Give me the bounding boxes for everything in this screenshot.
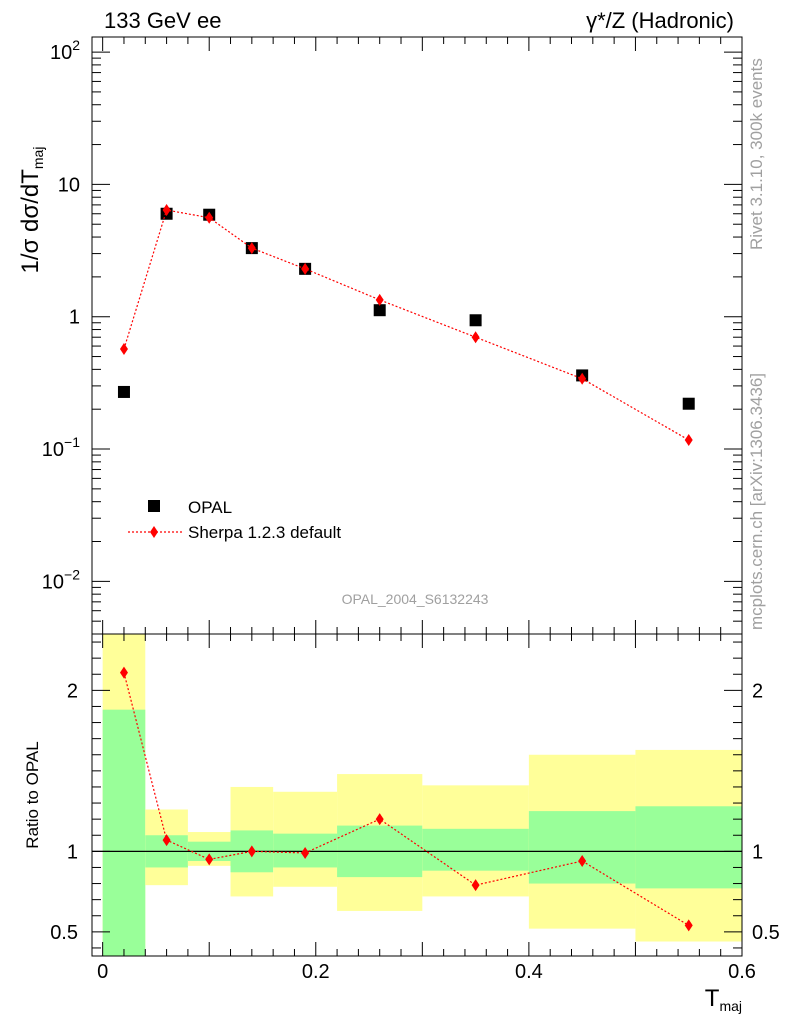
ratio-y-tick-label-right: 1 <box>752 841 763 863</box>
ratio-band-inner <box>102 709 146 956</box>
sherpa-data-point <box>684 434 693 447</box>
ratio-sherpa-point <box>684 919 693 932</box>
ratio-sherpa-point <box>471 879 480 892</box>
main-frame <box>91 36 743 635</box>
ratio-axis-ticks: 0.5 0.5 1 1 2 2 0 0.2 0.4 0.6 <box>50 634 780 983</box>
opal-data-point <box>682 397 695 410</box>
legend-sherpa-label: Sherpa 1.2.3 default <box>188 523 341 542</box>
legend: OPAL Sherpa 1.2.3 default <box>128 498 341 542</box>
sherpa-data-point <box>247 242 256 255</box>
sherpa-data-point <box>162 204 171 217</box>
mcplots-label: mcplots.cern.ch [arXiv:1306.3436] <box>747 373 766 630</box>
ratio-y-tick-label-right: 0.5 <box>752 922 780 944</box>
sherpa-data-point <box>375 293 384 306</box>
ratio-y-tick-label-left: 2 <box>67 680 78 702</box>
analysis-id-label: OPAL_2004_S6132243 <box>342 591 489 607</box>
x-tick-label: 0.4 <box>515 961 543 983</box>
ratio-sherpa-point <box>578 855 587 868</box>
ratio-band-inner <box>422 828 529 871</box>
ratio-sherpa-point <box>301 846 310 859</box>
sherpa-data-point <box>205 211 214 224</box>
opal-data-point <box>469 314 482 327</box>
ratio-y-axis-label: Ratio to OPAL <box>23 741 42 848</box>
x-tick-label: 0 <box>97 961 108 983</box>
main-marks <box>117 204 695 447</box>
ratio-band-inner <box>635 806 742 889</box>
legend-opal-marker <box>148 500 160 512</box>
sherpa-data-point <box>578 372 587 385</box>
main-y-tick-label: 10 <box>58 174 80 196</box>
main-y-axis-label: 1/σ dσ/dTmaj <box>17 147 46 274</box>
x-tick-label: 0.2 <box>302 961 330 983</box>
ratio-sherpa-point <box>247 845 256 858</box>
header-left: 133 GeV ee <box>104 8 221 33</box>
ratio-y-tick-label-right: 2 <box>752 680 763 702</box>
ratio-panel: 0.5 0.5 1 1 2 2 0 0.2 0.4 0.6 Ratio to OPAL Tmaj <box>23 633 780 1014</box>
legend-sherpa-marker <box>150 526 158 538</box>
x-tick-label: 0.6 <box>728 961 756 983</box>
ratio-y-tick-label-left: 0.5 <box>50 922 78 944</box>
ratio-band-inner <box>528 811 636 884</box>
ratio-sherpa-point <box>375 813 384 826</box>
main-y-tick-label: 10−1 <box>42 434 80 461</box>
ratio-bands <box>102 634 742 956</box>
ratio-marks <box>92 666 742 932</box>
sherpa-data-point <box>119 343 128 356</box>
main-y-tick-label: 10−2 <box>42 566 80 593</box>
ratio-sherpa-point <box>205 853 214 866</box>
main-axis-ticks: 10−2 10−1 1 10 102 <box>42 37 743 635</box>
main-panel: 10−2 10−1 1 10 102 1/σ dσ/dTmaj OPAL_2004_S6… <box>17 36 743 635</box>
opal-data-point <box>117 385 130 398</box>
sherpa-data-point <box>301 262 310 275</box>
ratio-y-tick-label-left: 1 <box>67 841 78 863</box>
sherpa-data-point <box>471 331 480 344</box>
ratio-sherpa-point <box>162 834 171 847</box>
sherpa-line <box>123 209 690 441</box>
legend-opal-label: OPAL <box>188 498 232 517</box>
header-right: γ*/Z (Hadronic) <box>586 8 734 33</box>
main-y-tick-label: 1 <box>69 307 80 329</box>
ratio-frame <box>91 633 743 957</box>
rivet-version-label: Rivet 3.1.10, 300k events <box>747 58 766 250</box>
opal-data-point <box>373 304 386 317</box>
x-axis-label: Tmaj <box>705 985 742 1014</box>
ratio-sherpa-point <box>119 666 128 679</box>
main-y-tick-label: 102 <box>50 37 80 64</box>
